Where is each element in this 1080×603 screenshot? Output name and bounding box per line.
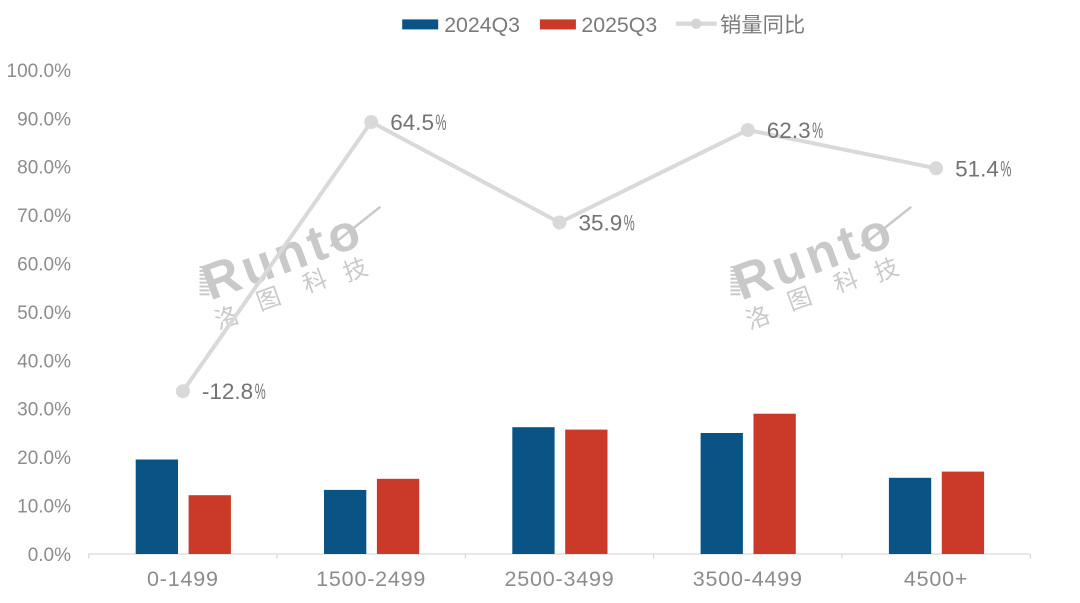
svg-text:2025Q3: 2025Q3	[581, 13, 657, 37]
svg-text:2024Q3: 2024Q3	[444, 13, 520, 37]
svg-text:%: %	[1000, 156, 1011, 181]
svg-text:70.0%: 70.0%	[17, 206, 71, 227]
svg-text:30.0%: 30.0%	[17, 400, 71, 421]
svg-text:4500+: 4500+	[904, 567, 968, 591]
svg-text:3500-4499: 3500-4499	[693, 567, 803, 591]
svg-text:80.0%: 80.0%	[17, 158, 71, 179]
svg-text:-12.8: -12.8	[202, 379, 253, 404]
svg-text:64.5: 64.5	[390, 110, 434, 135]
svg-text:50.0%: 50.0%	[17, 303, 71, 324]
svg-text:2500-3499: 2500-3499	[504, 567, 614, 591]
svg-text:100.0%: 100.0%	[7, 61, 72, 82]
svg-text:%: %	[436, 110, 447, 135]
svg-text:0.0%: 0.0%	[28, 545, 71, 566]
svg-text:35.9: 35.9	[579, 211, 623, 236]
svg-text:%: %	[624, 211, 635, 236]
svg-text:%: %	[255, 379, 266, 404]
svg-text:51.4: 51.4	[955, 156, 999, 181]
svg-text:1500-2499: 1500-2499	[316, 567, 426, 591]
svg-text:90.0%: 90.0%	[17, 109, 71, 130]
svg-text:20.0%: 20.0%	[17, 448, 71, 469]
svg-text:62.3: 62.3	[767, 118, 811, 143]
svg-text:60.0%: 60.0%	[17, 255, 71, 276]
svg-text:40.0%: 40.0%	[17, 351, 71, 372]
svg-text:0-1499: 0-1499	[147, 567, 219, 591]
svg-text:10.0%: 10.0%	[17, 497, 71, 518]
svg-text:%: %	[812, 118, 823, 143]
